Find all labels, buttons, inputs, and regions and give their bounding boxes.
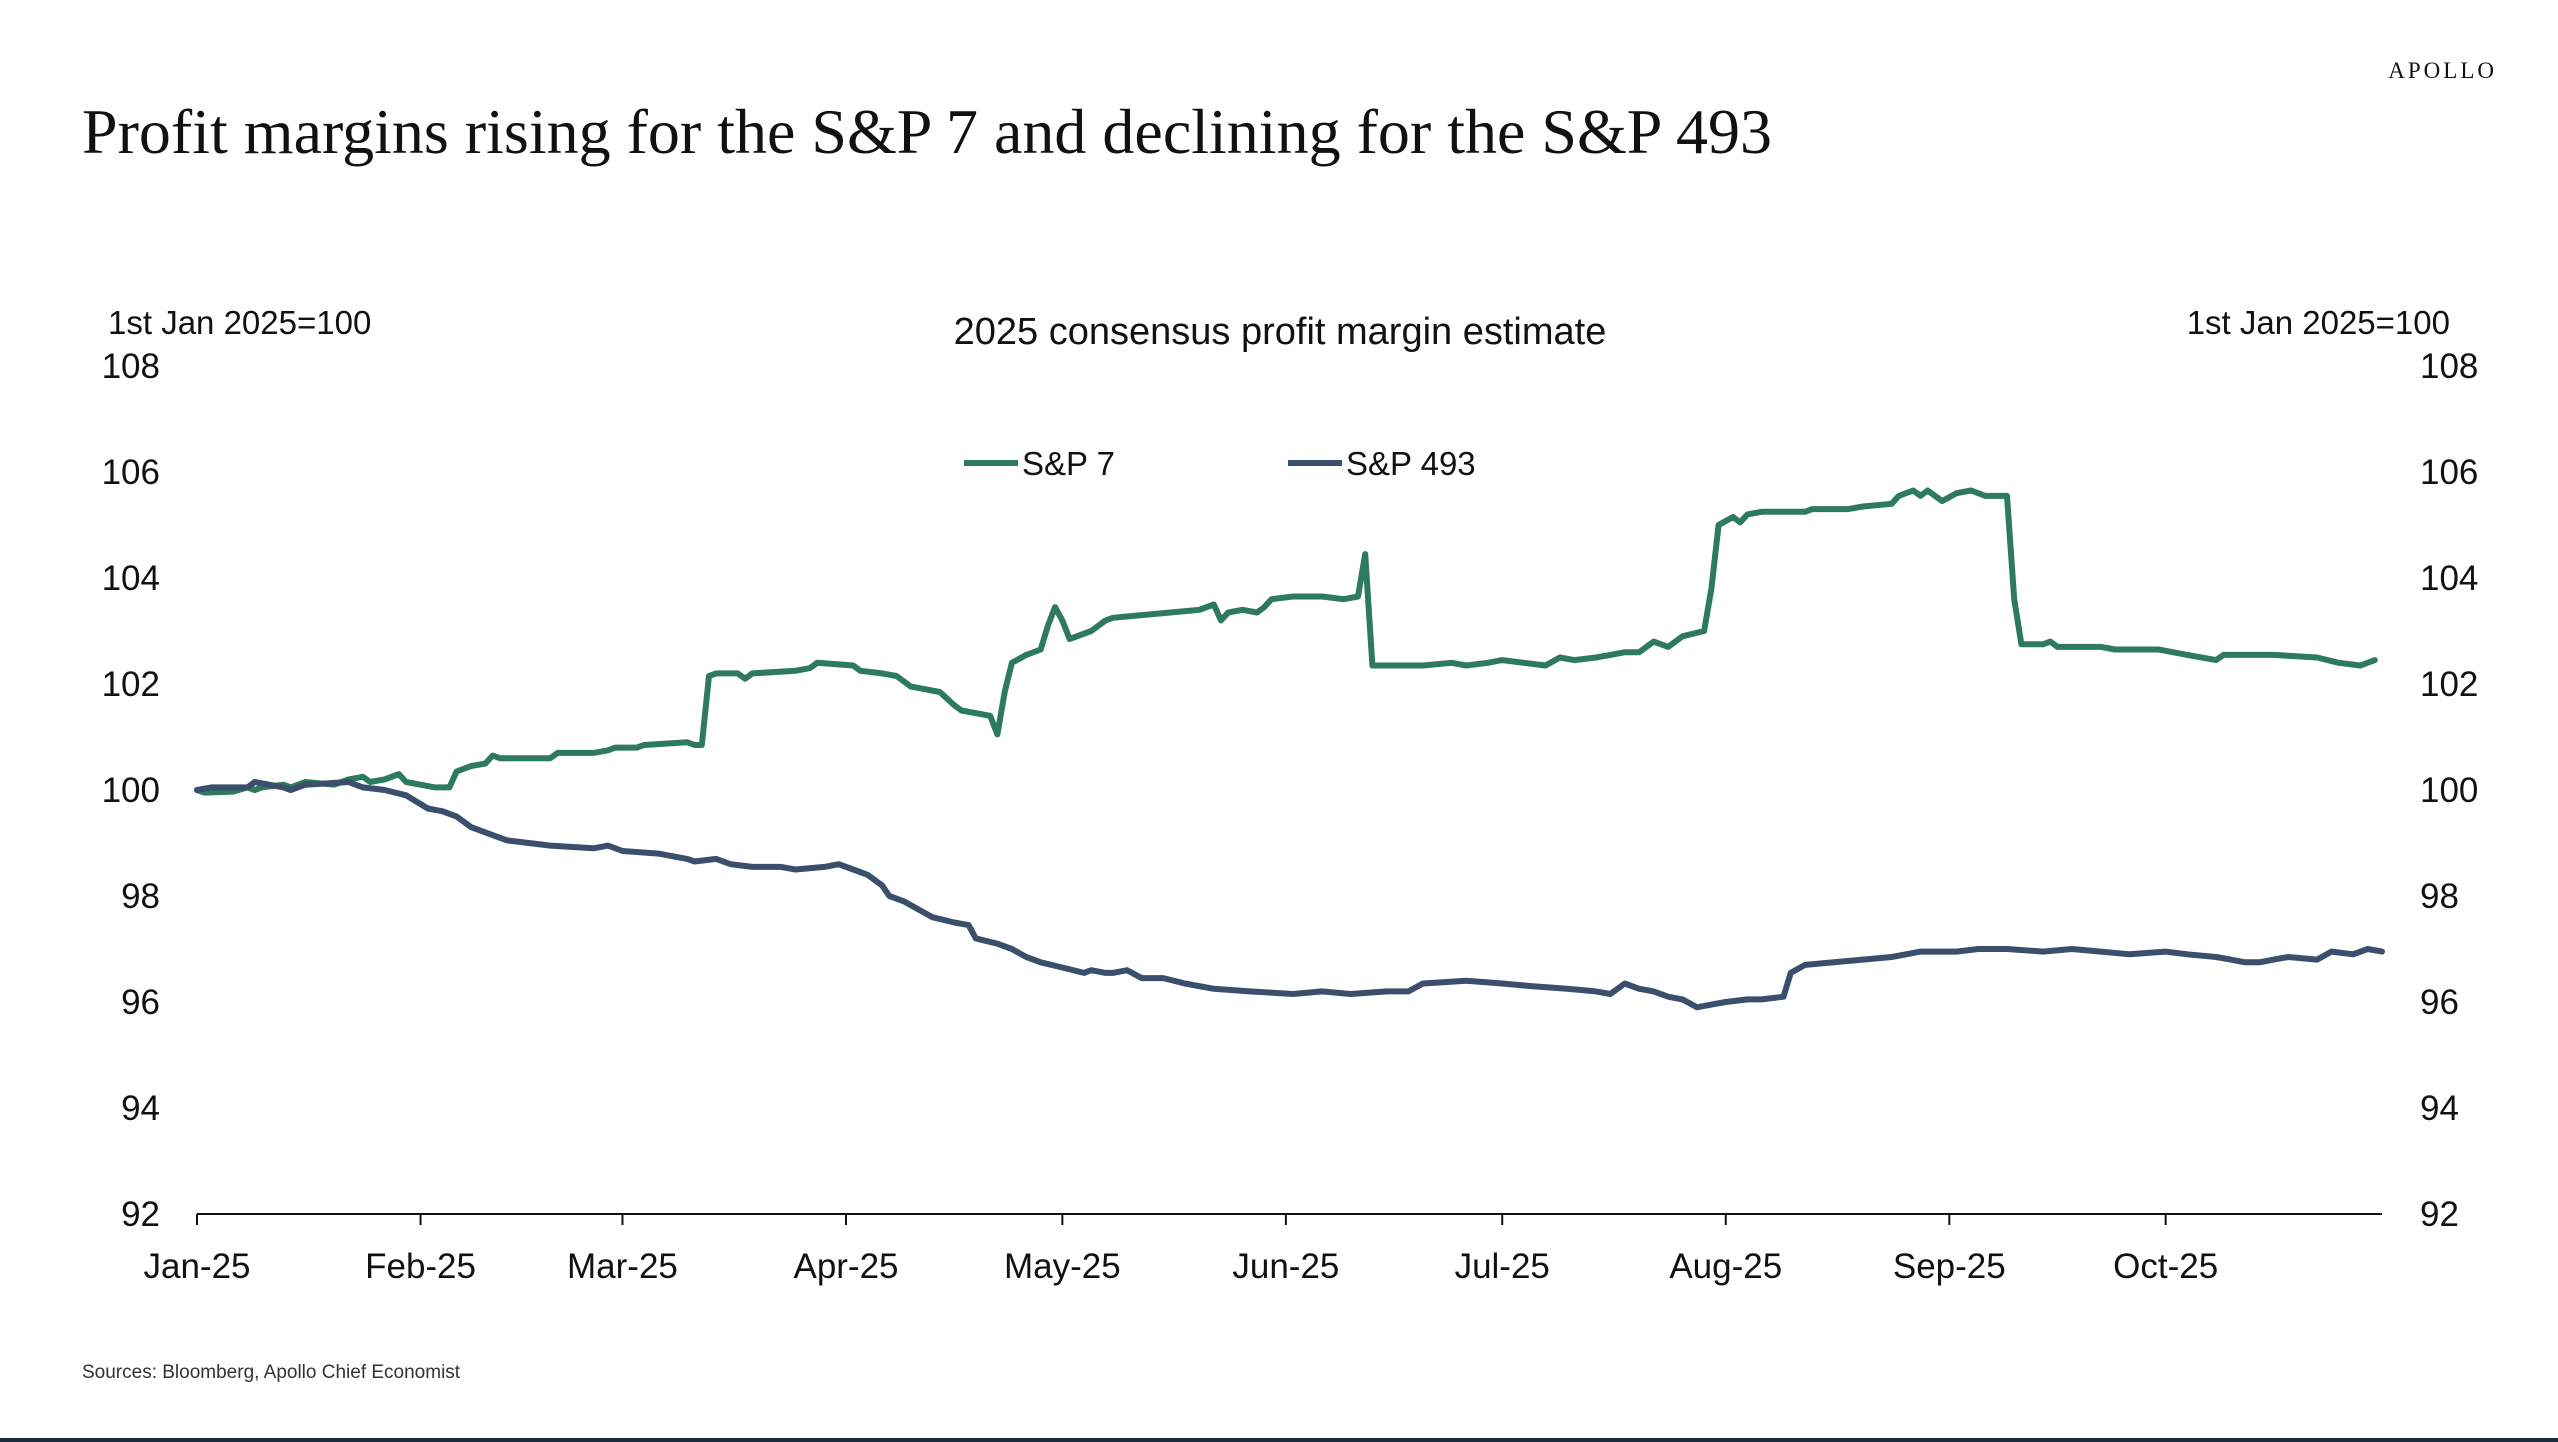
legend-label-sp7: S&P 7 <box>1022 445 1115 482</box>
y-tick-label-right: 100 <box>2420 771 2478 810</box>
source-note: Sources: Bloomberg, Apollo Chief Economi… <box>82 1362 461 1383</box>
axes: Jan-25 Feb-25 Mar-25 Apr-25 May-25 Jun-25 Jul-… <box>102 347 2479 1286</box>
brand-logo: APOLLO <box>2388 58 2497 83</box>
y-tick-label-right: 92 <box>2420 1195 2459 1234</box>
y-tick-label-left: 92 <box>121 1195 160 1234</box>
y-tick-label-right: 108 <box>2420 347 2478 386</box>
y-tick-label-left: 102 <box>102 665 160 704</box>
y-tick-label-left: 100 <box>102 771 160 810</box>
y-tick-label-left: 98 <box>121 877 160 916</box>
y-tick-label-right: 102 <box>2420 665 2478 704</box>
x-tick-label: Feb-25 <box>365 1247 476 1286</box>
chart-title: 2025 consensus profit margin estimate <box>954 311 1607 353</box>
page-title: Profit margins rising for the S&P 7 and … <box>82 96 1772 167</box>
y-tick-label-right: 96 <box>2420 983 2459 1022</box>
footer-rule <box>0 1438 2558 1442</box>
x-tick-label: Jan-25 <box>143 1247 250 1286</box>
y-tick-label-right: 104 <box>2420 559 2478 598</box>
y-tick-label-left: 106 <box>102 453 160 492</box>
x-tick-label: May-25 <box>1004 1247 1121 1286</box>
y-tick-label-left: 104 <box>102 559 160 598</box>
y-tick-label-left: 96 <box>121 983 160 1022</box>
x-tick-label: Oct-25 <box>2113 1247 2218 1286</box>
series-line-sp493 <box>194 779 2385 1011</box>
left-axis-label: 1st Jan 2025=100 <box>108 304 371 341</box>
series-lines <box>194 487 2385 1011</box>
x-tick-label: Jun-25 <box>1232 1247 1339 1286</box>
legend: S&P 7 S&P 493 <box>964 445 1476 482</box>
y-tick-label-right: 94 <box>2420 1089 2459 1128</box>
x-tick-label: Mar-25 <box>567 1247 678 1286</box>
y-tick-label-right: 106 <box>2420 453 2478 492</box>
y-tick-label-left: 108 <box>102 347 160 386</box>
y-tick-label-right: 98 <box>2420 877 2459 916</box>
x-tick-label: Jul-25 <box>1455 1247 1550 1286</box>
x-tick-label: Aug-25 <box>1669 1247 1782 1286</box>
series-line-sp7 <box>194 487 2378 796</box>
x-tick-label: Apr-25 <box>793 1247 898 1286</box>
x-tick-label: Sep-25 <box>1893 1247 2006 1286</box>
right-axis-label: 1st Jan 2025=100 <box>2187 304 2450 341</box>
y-tick-label-left: 94 <box>121 1089 160 1128</box>
legend-label-sp493: S&P 493 <box>1346 445 1476 482</box>
